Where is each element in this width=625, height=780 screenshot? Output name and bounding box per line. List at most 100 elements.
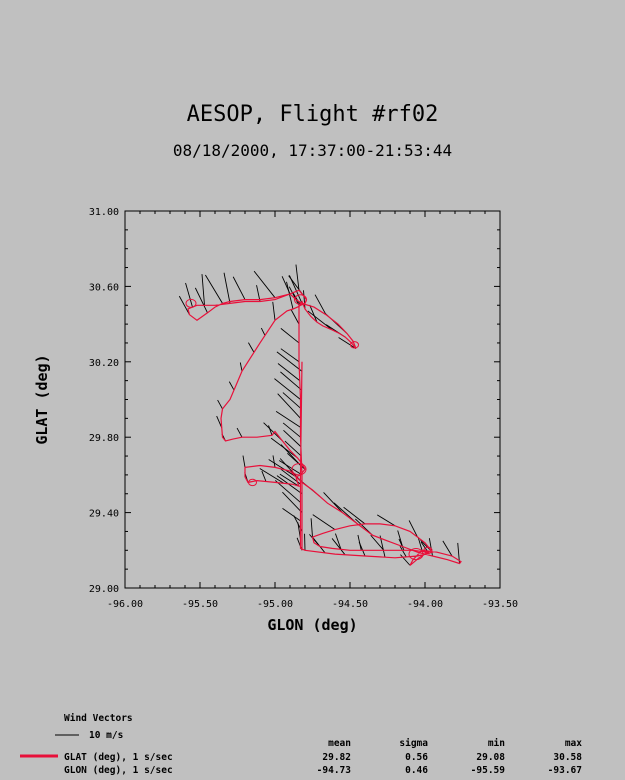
x-tick-label: -94.50 [332, 599, 368, 610]
wind-vector [417, 536, 423, 551]
wind-vector [303, 290, 306, 310]
y-tick-label: 31.00 [89, 207, 119, 218]
stats-column-header: sigma [399, 738, 428, 749]
wind-vector [295, 264, 300, 291]
wind-vector [290, 308, 300, 325]
track-loop [294, 294, 307, 305]
wind-vector [228, 381, 235, 391]
stats-value: 30.58 [553, 752, 582, 763]
wind-vector [288, 286, 300, 306]
track-loop [408, 547, 424, 561]
wind-vector [185, 282, 193, 308]
wind-vector [331, 538, 346, 555]
wind-vector [314, 294, 327, 315]
wind-vector [242, 455, 246, 468]
stats-value: 0.56 [405, 752, 428, 763]
wind-vector [236, 427, 243, 438]
wind-vector [272, 455, 276, 468]
wind-vector [307, 310, 333, 331]
chart-title: AESOP, Flight #rf02 [186, 102, 439, 127]
stats-value: -94.73 [317, 765, 352, 776]
stats-value: 29.08 [476, 752, 505, 763]
wind-vector [279, 473, 300, 487]
wind-vector [216, 415, 223, 428]
wind-vector [217, 399, 223, 410]
y-tick-label: 29.80 [89, 433, 119, 444]
wind-vector [284, 440, 302, 457]
wind-vector [399, 545, 407, 558]
wind-vector [260, 327, 266, 336]
y-tick-label: 29.00 [89, 584, 119, 595]
wind-vector [223, 272, 231, 304]
wind-vector [286, 281, 294, 310]
wind-vector [292, 292, 301, 306]
y-tick-label: 30.20 [89, 358, 119, 369]
wind-vector [428, 538, 433, 557]
wind-vector [201, 274, 205, 306]
wind-vector [232, 276, 246, 300]
wind-vectors-label: Wind Vectors [64, 713, 133, 724]
wind-vector [268, 459, 297, 478]
wind-vector [275, 410, 302, 429]
track-loop [185, 298, 197, 308]
chart-subtitle: 08/18/2000, 17:37:00-21:53:44 [172, 141, 453, 160]
x-tick-label: -95.50 [182, 599, 218, 610]
wind-vector [343, 506, 366, 525]
stats-value: 0.46 [405, 765, 428, 776]
wind-vector [309, 304, 318, 323]
track-loop [423, 546, 433, 554]
x-tick-label: -96.00 [107, 599, 143, 610]
plot-axes: -96.00 -95.50 -95.00 -94.50 -94.00 -93.50 29.0… [33, 207, 518, 634]
stats-value: -95.59 [471, 765, 506, 776]
wind-vector [376, 514, 396, 527]
wind-vector [338, 337, 357, 349]
stats-value: -93.67 [548, 765, 582, 776]
wind-vector [280, 348, 300, 363]
flight-track [185, 289, 462, 566]
stats-column-header: min [488, 738, 505, 749]
wind-vector [398, 538, 405, 551]
wind-vector [178, 295, 190, 315]
stats-value: 29.82 [322, 752, 351, 763]
wind-vector [256, 285, 261, 302]
wind-vector [205, 274, 223, 304]
track-loop [350, 341, 359, 349]
wind-vector [310, 518, 313, 538]
x-tick-label: -94.00 [407, 599, 443, 610]
x-tick-label: -95.00 [257, 599, 293, 610]
wind-vector [379, 535, 386, 558]
wind-vector [268, 425, 273, 436]
wind-vector [277, 363, 301, 382]
stats-column-header: mean [328, 738, 351, 749]
wind-vector [274, 378, 301, 400]
stats-row-label: GLAT (deg), 1 s/sec [64, 752, 173, 763]
wind-vector [278, 460, 303, 476]
y-tick-label: 29.40 [89, 509, 119, 520]
x-axis-title: GLON (deg) [267, 616, 357, 634]
wind-vector [323, 492, 343, 513]
y-axis-title: GLAT (deg) [33, 354, 51, 444]
x-tick-label: -93.50 [482, 599, 518, 610]
wind-vector [282, 392, 302, 410]
wind-vector [282, 491, 303, 513]
track-line [187, 289, 462, 566]
wind-scale-label: 10 m/s [89, 730, 123, 741]
wind-vector [277, 393, 301, 419]
wind-vector [253, 270, 276, 298]
wind-vector [259, 468, 285, 484]
wind-vector [280, 444, 301, 466]
stats-row-label: GLON (deg), 1 s/sec [64, 765, 173, 776]
wind-vector [248, 342, 255, 353]
wind-vector [358, 541, 366, 557]
legend: Wind Vectors 10 m/s mean sigma min max GLAT (d… [20, 713, 582, 776]
wind-vector [280, 328, 300, 344]
wind-vector [370, 534, 385, 551]
wind-vector [397, 530, 403, 547]
wind-vector [312, 514, 336, 530]
wind-vector [282, 422, 301, 438]
wind-vector [334, 533, 342, 550]
wind-vector [408, 520, 418, 538]
wind-vector [272, 301, 276, 321]
wind-vector [276, 475, 303, 495]
